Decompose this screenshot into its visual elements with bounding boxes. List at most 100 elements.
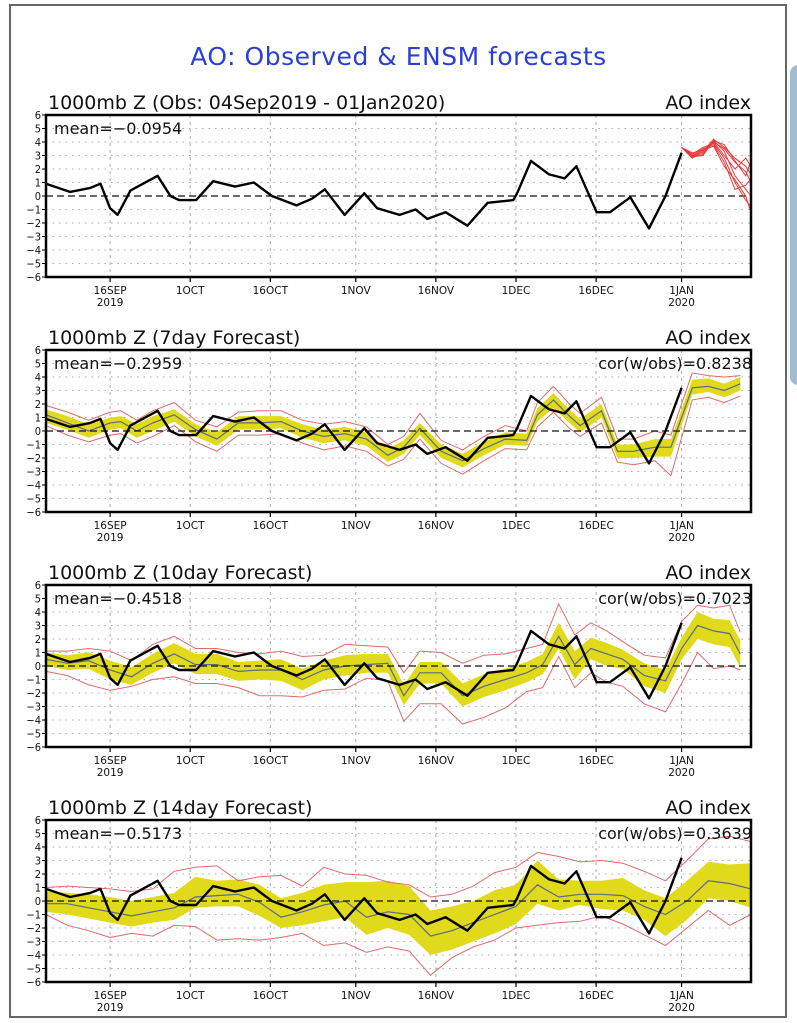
y-tick-label: 3 <box>35 150 41 163</box>
envelope-upper <box>45 835 752 898</box>
y-tick-label: 6 <box>35 579 41 592</box>
y-tick-label: 4 <box>35 371 41 384</box>
y-tick-label: 6 <box>35 814 41 827</box>
x-tick-label: 1OCT <box>176 755 205 767</box>
x-tick-year-label: 2019 <box>97 767 124 779</box>
x-tick-label: 16SEP <box>94 755 127 767</box>
mean-label: mean=−0.0954 <box>54 119 182 138</box>
x-tick-year-label: 2020 <box>668 767 695 779</box>
y-tick-label: −2 <box>26 217 41 230</box>
x-tick-label: 1DEC <box>502 990 531 1002</box>
observed-line <box>45 152 683 230</box>
panel-observed: 1000mb Z (Obs: 04Sep2019 - 01Jan2020) AO … <box>26 92 753 309</box>
y-tick-label: 4 <box>35 606 41 619</box>
panel-title: 1000mb Z (7day Forecast) <box>48 327 300 349</box>
x-tick-label: 1OCT <box>176 520 205 532</box>
mean-label: mean=−0.2959 <box>54 354 182 373</box>
y-tick-label: −3 <box>26 701 41 714</box>
ensemble-member-line <box>681 139 752 197</box>
y-tick-label: −4 <box>26 714 41 727</box>
x-tick-label: 16NOV <box>418 520 455 532</box>
mean-label: mean=−0.5173 <box>54 824 182 843</box>
y-tick-label: 1 <box>35 177 41 190</box>
y-tick-label: −4 <box>26 949 41 962</box>
y-tick-label: −4 <box>26 244 41 257</box>
x-tick-year-label: 2020 <box>668 1002 695 1014</box>
y-tick-label: −6 <box>26 741 41 754</box>
x-tick-year-label: 2019 <box>97 1002 124 1014</box>
y-tick-label: 0 <box>35 660 41 673</box>
ensemble-member-line <box>681 144 752 190</box>
x-tick-label: 1NOV <box>341 520 372 532</box>
ensemble-mean-line <box>45 383 741 462</box>
x-tick-label: 1JAN <box>669 755 694 767</box>
x-tick-label: 16OCT <box>253 520 289 532</box>
x-tick-label: 1NOV <box>341 990 372 1002</box>
y-tick-label: 6 <box>35 109 41 122</box>
y-tick-label: −6 <box>26 976 41 989</box>
y-tick-label: 5 <box>35 358 41 371</box>
y-tick-label: −2 <box>26 687 41 700</box>
x-tick-year-label: 2020 <box>668 297 695 309</box>
observed-line <box>45 857 683 935</box>
ensemble-member-line <box>681 142 752 208</box>
y-tick-label: 4 <box>35 136 41 149</box>
y-tick-label: −5 <box>26 963 41 976</box>
x-tick-label: 16SEP <box>94 520 127 532</box>
x-tick-label: 1OCT <box>176 990 205 1002</box>
y-tick-label: 5 <box>35 123 41 136</box>
y-tick-label: −6 <box>26 271 41 284</box>
x-tick-label: 16DEC <box>578 755 613 767</box>
y-tick-label: 1 <box>35 647 41 660</box>
panel-title: 1000mb Z (Obs: 04Sep2019 - 01Jan2020) <box>48 92 445 114</box>
y-tick-label: −1 <box>26 204 41 217</box>
x-tick-label: 16DEC <box>578 990 613 1002</box>
y-tick-label: 3 <box>35 620 41 633</box>
y-tick-label: 5 <box>35 828 41 841</box>
observed-line <box>45 387 683 465</box>
x-tick-year-label: 2020 <box>668 532 695 544</box>
x-tick-label: 16OCT <box>253 285 289 297</box>
y-tick-label: 1 <box>35 882 41 895</box>
x-tick-year-label: 2019 <box>97 297 124 309</box>
y-tick-label: 2 <box>35 868 41 881</box>
x-tick-label: 16OCT <box>253 990 289 1002</box>
x-tick-label: 16NOV <box>418 990 455 1002</box>
y-tick-label: 0 <box>35 190 41 203</box>
y-tick-label: 3 <box>35 855 41 868</box>
x-tick-label: 1NOV <box>341 285 372 297</box>
y-tick-label: −1 <box>26 439 41 452</box>
y-tick-label: −1 <box>26 909 41 922</box>
side-panel-handle[interactable] <box>790 65 797 385</box>
x-tick-label: 16SEP <box>94 990 127 1002</box>
x-tick-label: 16DEC <box>578 285 613 297</box>
x-tick-label: 1DEC <box>502 520 531 532</box>
x-tick-label: 1JAN <box>669 990 694 1002</box>
panel-index-label: AO index <box>665 92 751 114</box>
x-tick-label: 16SEP <box>94 285 127 297</box>
y-tick-label: 2 <box>35 398 41 411</box>
y-tick-label: −5 <box>26 493 41 506</box>
panel-index-label: AO index <box>665 327 751 349</box>
y-tick-label: 5 <box>35 593 41 606</box>
envelope-lower <box>45 651 741 725</box>
x-tick-label: 16NOV <box>418 285 455 297</box>
y-tick-label: −3 <box>26 466 41 479</box>
ensemble-mean-line <box>45 624 741 697</box>
correlation-label: cor(w/obs)=0.3639 <box>598 824 752 843</box>
spread-band <box>46 612 741 707</box>
y-tick-label: −1 <box>26 674 41 687</box>
correlation-label: cor(w/obs)=0.7023 <box>598 589 752 608</box>
y-tick-label: −4 <box>26 479 41 492</box>
x-tick-label: 1JAN <box>669 285 694 297</box>
panel-14day: 1000mb Z (14day Forecast) AO index 6543210… <box>26 797 753 1014</box>
ensemble-member-line <box>681 140 752 177</box>
y-tick-label: 2 <box>35 163 41 176</box>
y-tick-label: −5 <box>26 258 41 271</box>
x-tick-label: 1DEC <box>502 755 531 767</box>
panel-title: 1000mb Z (10day Forecast) <box>48 562 312 584</box>
x-tick-label: 16DEC <box>578 520 613 532</box>
x-tick-label: 1DEC <box>502 285 531 297</box>
y-tick-label: −3 <box>26 231 41 244</box>
